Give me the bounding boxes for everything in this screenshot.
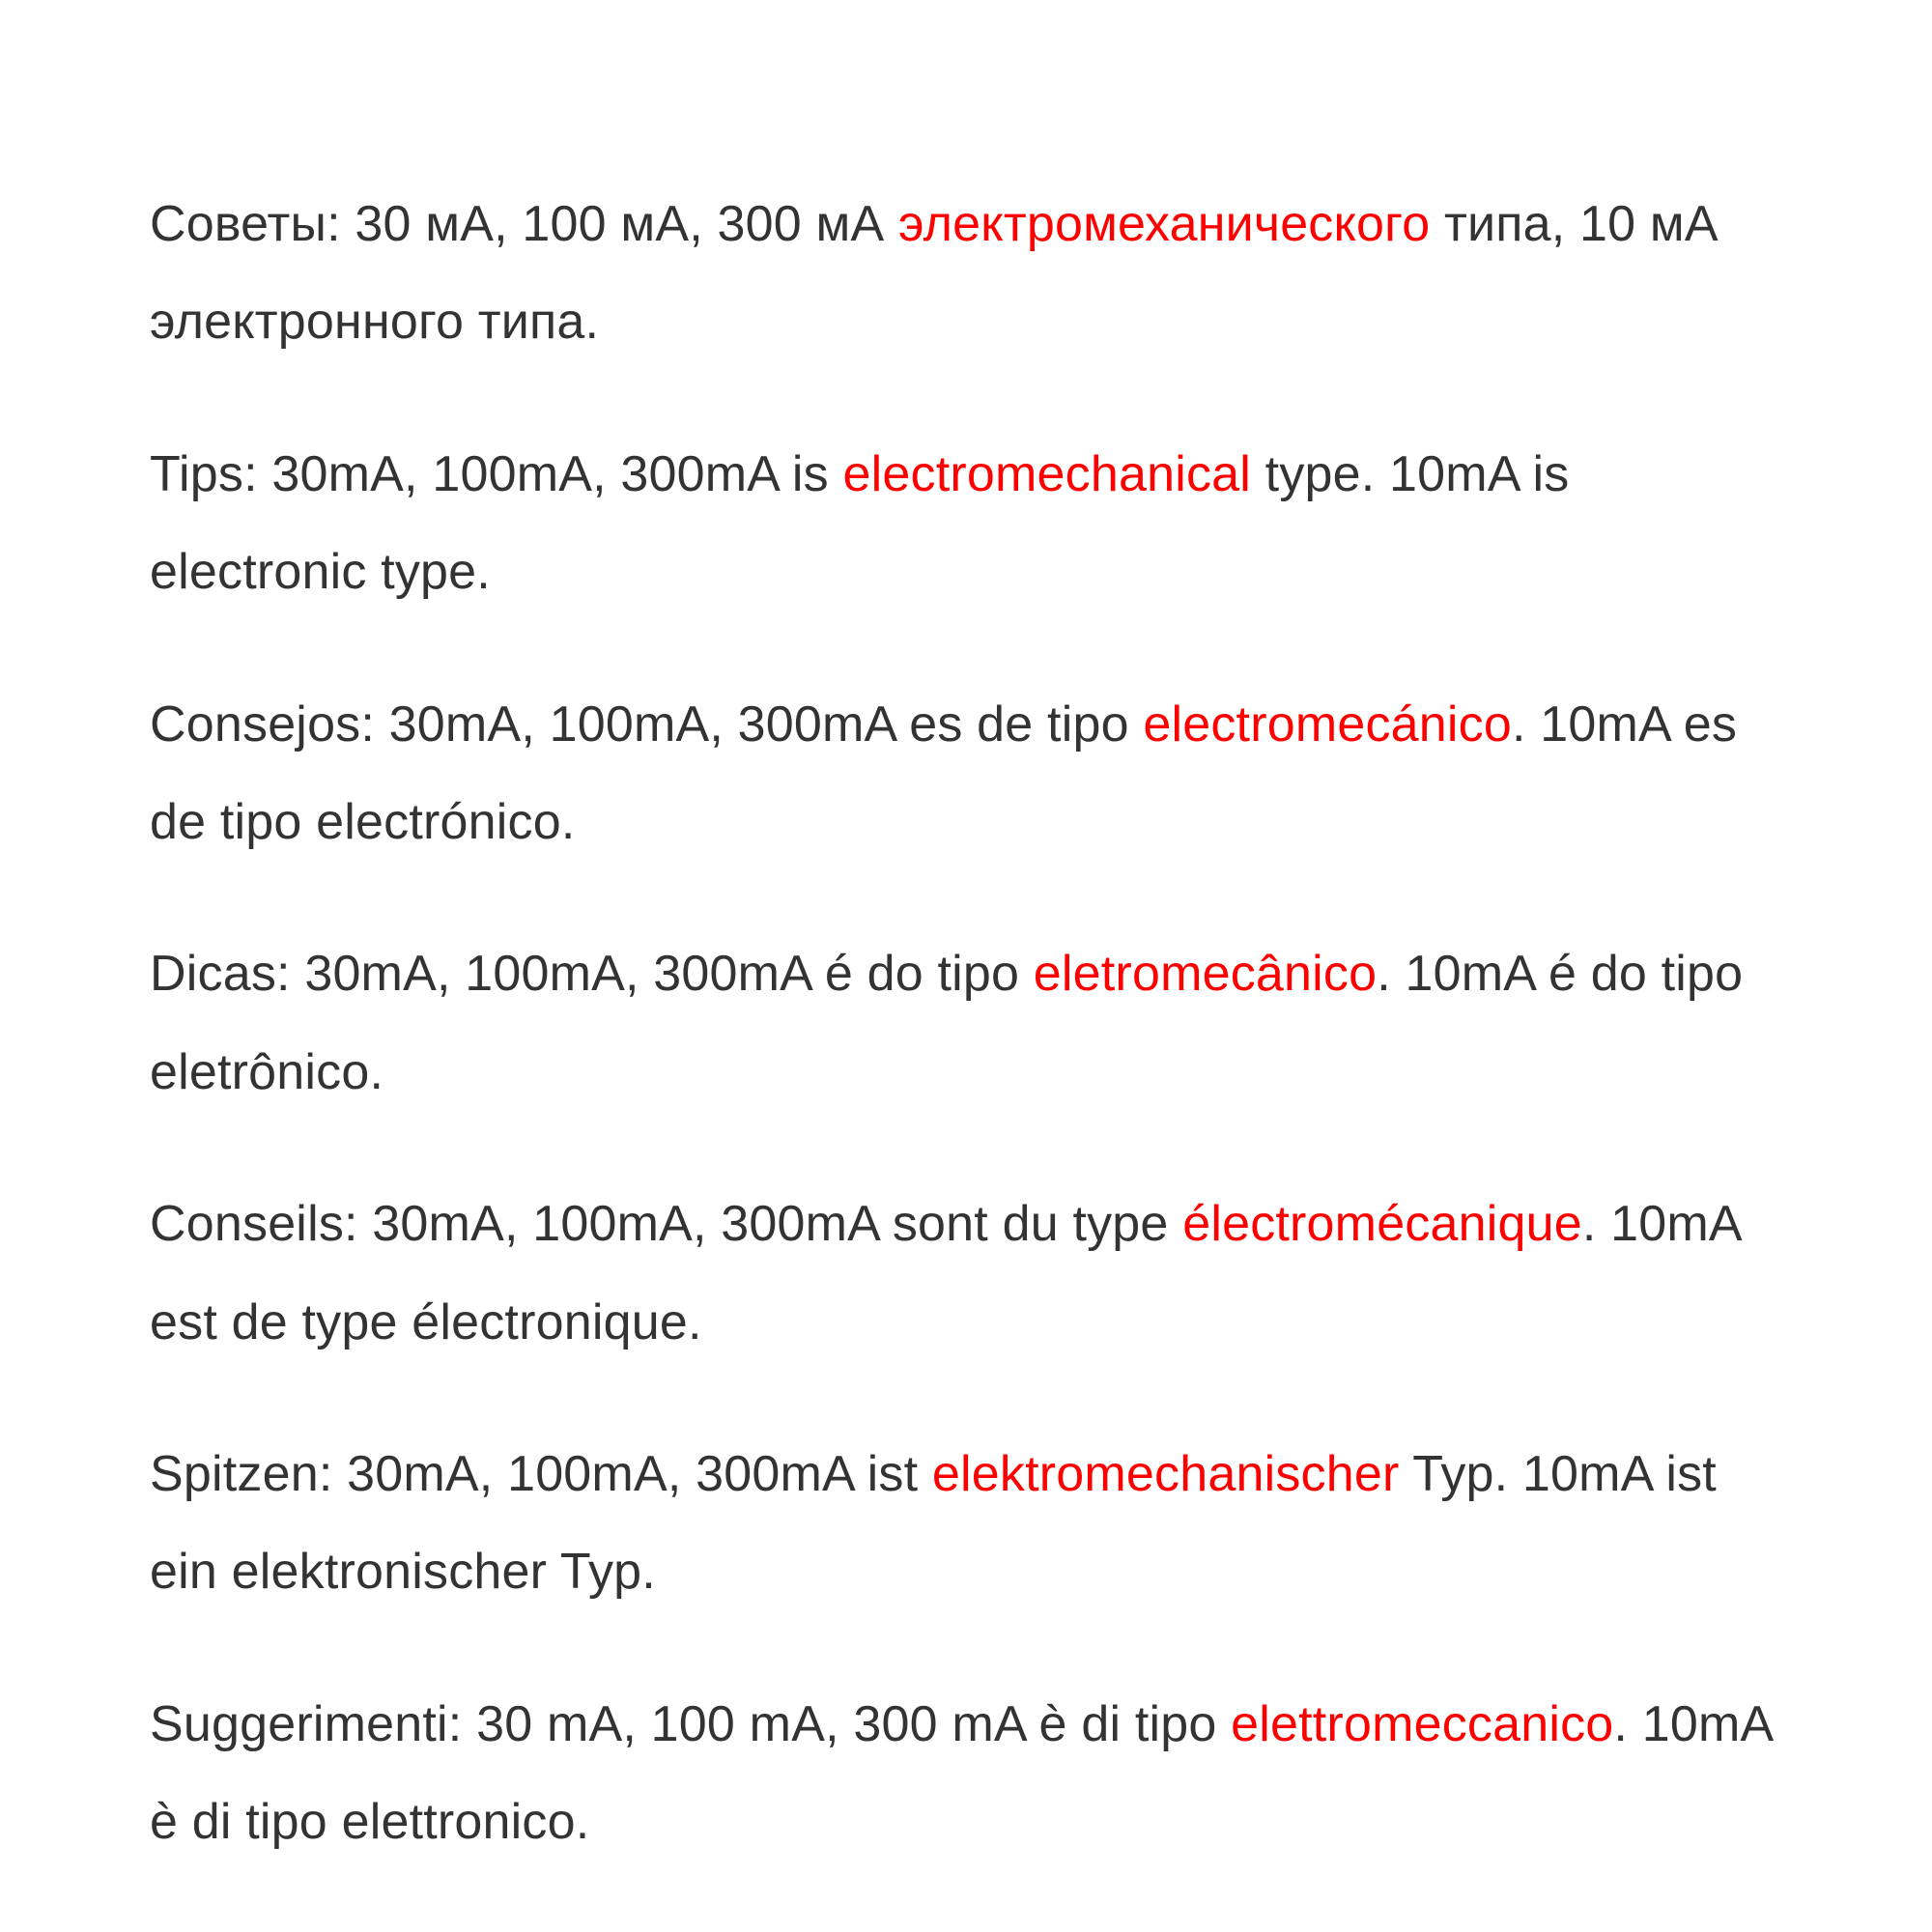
highlight-term: электромеханического — [898, 196, 1430, 252]
highlight-term: électromécanique — [1182, 1196, 1582, 1252]
tip-entry-fr: Conseils: 30mA, 100mA, 300mA sont du typ… — [150, 1176, 1797, 1372]
tip-entry-ru: Советы: 30 мА, 100 мА, 300 мА электромех… — [150, 176, 1797, 372]
tip-text: Suggerimenti: 30 mA, 100 mA, 300 mA è di… — [150, 1696, 1231, 1752]
highlight-term: elettromeccanico — [1231, 1696, 1613, 1752]
tip-entry-en: Tips: 30mA, 100mA, 300mA is electromecha… — [150, 426, 1797, 622]
tip-entry-es: Consejos: 30mA, 100mA, 300mA es de tipo … — [150, 676, 1797, 872]
highlight-term: electromechanical — [843, 446, 1252, 502]
highlight-term: eletromecânico — [1034, 946, 1377, 1002]
tip-text: Consejos: 30mA, 100mA, 300mA es de tipo — [150, 696, 1143, 753]
tip-text: Dicas: 30mA, 100mA, 300mA é do tipo — [150, 946, 1034, 1002]
tip-entry-de: Spitzen: 30mA, 100mA, 300mA ist elektrom… — [150, 1426, 1797, 1622]
tip-text: Советы: 30 мА, 100 мА, 300 мА — [150, 196, 898, 252]
tip-text: Conseils: 30mA, 100mA, 300mA sont du typ… — [150, 1196, 1182, 1252]
highlight-term: elektromechanischer — [932, 1446, 1400, 1502]
tip-text: Spitzen: 30mA, 100mA, 300mA ist — [150, 1446, 932, 1502]
highlight-term: electromecánico — [1143, 696, 1512, 753]
tip-entry-it: Suggerimenti: 30 mA, 100 mA, 300 mA è di… — [150, 1676, 1797, 1872]
tips-list: Советы: 30 мА, 100 мА, 300 мА электромех… — [0, 0, 1932, 1871]
tip-text: Tips: 30mA, 100mA, 300mA is — [150, 446, 843, 502]
tip-entry-pt: Dicas: 30mA, 100mA, 300mA é do tipo elet… — [150, 925, 1797, 1122]
